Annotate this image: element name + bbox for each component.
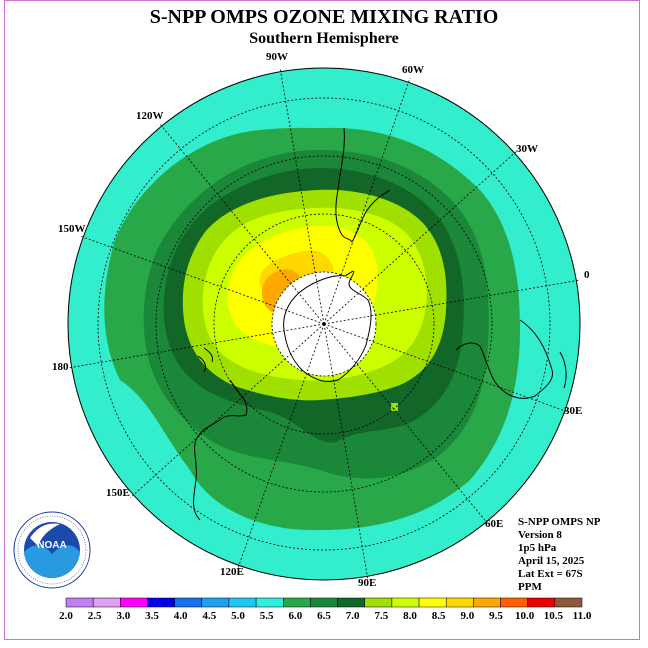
longitude-labels: 90W 60W 30W 0 30E 60E 90E 120E 150E 180 … [52,51,590,589]
colorbar-tick-label: 7.0 [346,610,360,622]
colorbar-swatch [65,597,94,608]
colorbar-swatch [147,597,175,608]
colorbar-tick-label: 5.0 [231,610,245,622]
antarctica-coast [283,270,372,383]
new-zealand-coast [197,347,213,373]
colorbar-tick-label: 6.0 [288,610,302,622]
colorbar-swatch [364,597,393,608]
colorbar-tick-label: 4.0 [174,610,188,622]
colorbar-swatch [473,597,501,608]
colorbar-swatch [283,597,311,608]
colorbar-tick-label: 8.5 [432,610,446,622]
info-date: April 15, 2025 [518,555,585,567]
lon-label-0: 0 [584,269,590,281]
graticule [67,67,581,581]
lon-label-90e: 90E [358,577,376,589]
colorbar-swatch [500,597,528,608]
info-product: S-NPP OMPS NP [518,516,601,528]
info-level: 1p5 hPa [518,542,557,554]
lon-label-60e: 60E [485,518,503,530]
colorbar-swatch [174,597,203,608]
map-boundary [67,67,581,581]
ozone-field [68,68,580,580]
info-units: PPM [518,581,542,593]
noaa-logo: NOAA [13,511,91,589]
colorbar-swatch [201,597,230,608]
africa-coast [455,319,554,399]
madagascar-coast [559,351,567,389]
south-america-coast [335,127,391,243]
figure-frame [4,0,640,640]
colorbar-swatch [228,597,257,608]
colorbar: 2.0 2.5 3.0 3.5 4.0 4.5 5.0 5.5 6.0 6.5 7.0 7.5 8.0 8… [59,597,592,622]
colorbar-tick-label: 7.5 [374,610,388,622]
info-lat-ext: Lat Ext = 67S [518,568,583,580]
lon-label-30w: 30W [516,143,538,155]
colorbar-tick-label: 3.5 [145,610,159,622]
colorbar-swatch [445,597,474,608]
colorbar-swatch [554,597,583,608]
lon-label-60w: 60W [402,64,424,76]
lon-label-90w: 90W [266,51,288,63]
colorbar-tick-label: 9.5 [489,610,503,622]
noaa-logo-text: NOAA [37,540,66,551]
colorbar-swatch [337,597,365,608]
colorbar-swatch [391,597,420,608]
colorbar-swatch [255,597,284,608]
colorbar-tick-label: 3.0 [116,610,130,622]
colorbar-tick-label: 4.5 [202,610,216,622]
info-panel: S-NPP OMPS NP Version 8 1p5 hPa April 15… [518,516,601,594]
lon-label-150w: 150W [58,223,86,235]
colorbar-tick-label: 5.5 [260,610,274,622]
lon-label-150e: 150E [106,487,130,499]
colorbar-tick-label: 6.5 [317,610,331,622]
colorbar-tick-label: 2.0 [59,610,73,622]
lon-label-30e: 30E [564,405,582,417]
colorbar-tick-label: 11.0 [573,610,592,622]
colorbar-tick-label: 8.0 [403,610,417,622]
colorbar-swatch [120,597,148,608]
info-version: Version 8 [518,529,562,541]
lon-label-120e: 120E [220,566,244,578]
colorbar-tick-label: 2.5 [88,610,102,622]
page-subtitle: Southern Hemisphere [249,30,399,47]
australia-coast [193,379,248,521]
south-pole-marker [322,322,326,326]
colorbar-swatch [527,597,556,608]
band-spot [391,403,398,411]
colorbar-tick-label: 10.0 [515,610,535,622]
colorbar-swatch [418,597,447,608]
colorbar-tick-label: 10.5 [544,610,564,622]
lon-label-120w: 120W [136,110,164,122]
colorbar-swatch [310,597,338,608]
page-title: S-NPP OMPS OZONE MIXING RATIO [149,6,499,28]
colorbar-tick-label: 9.0 [460,610,474,622]
colorbar-swatch [92,597,121,608]
lon-label-180: 180 [52,361,69,373]
